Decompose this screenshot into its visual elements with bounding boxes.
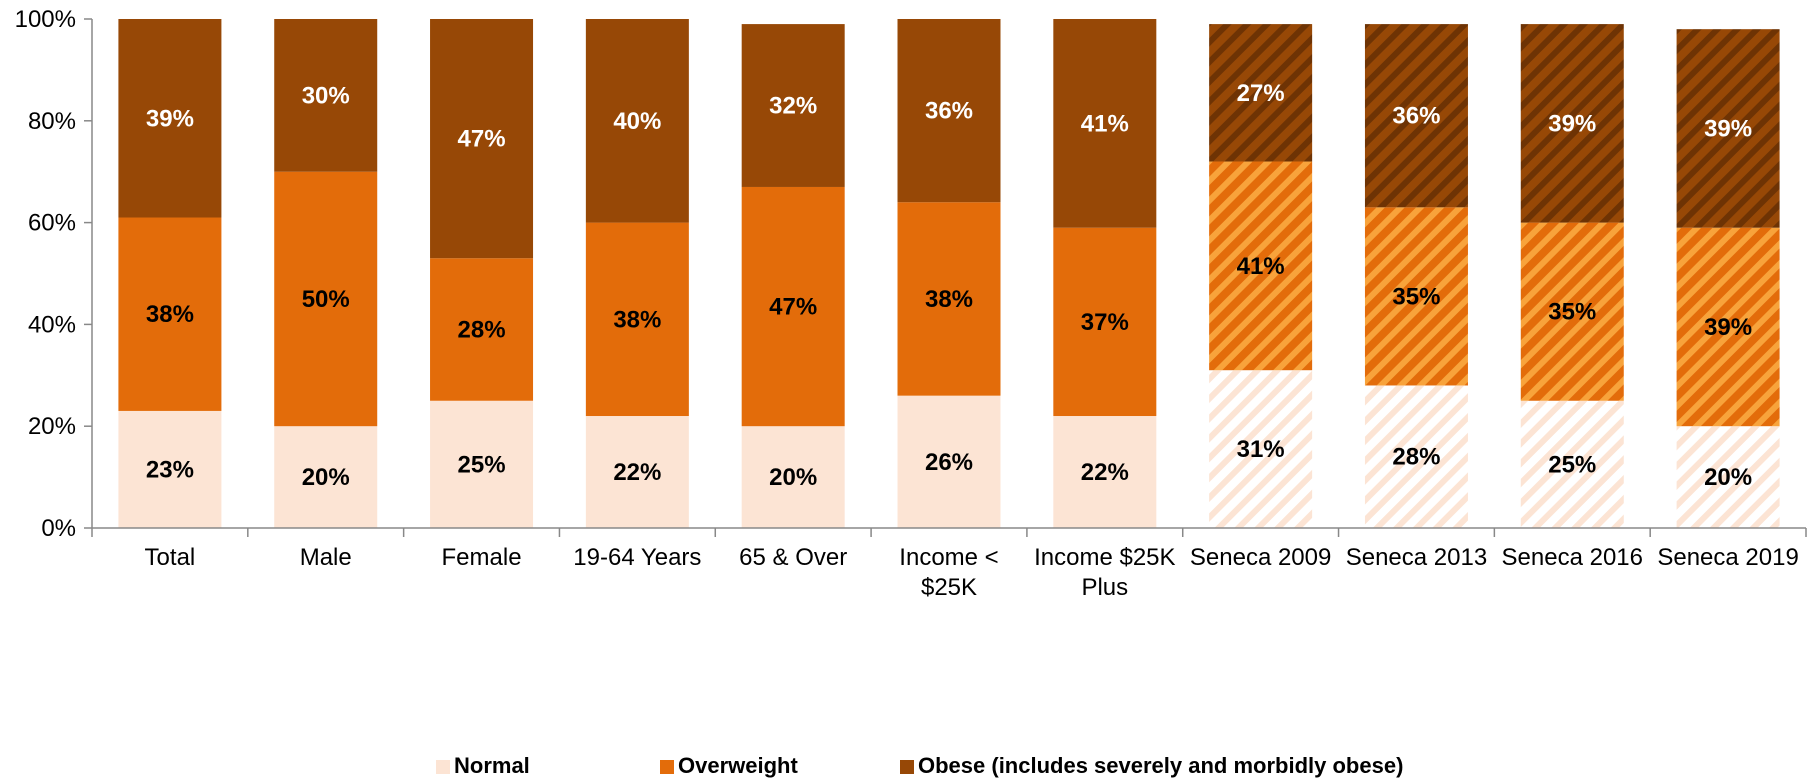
y-tick-label-0: 0% (41, 515, 76, 542)
y-tick-label-100: 100% (15, 6, 76, 33)
bar-overweight-income-25k-plus (1053, 227, 1157, 417)
bar-overweight-seneca-2016 (1520, 222, 1624, 401)
x-tick-label-seneca-2019: Seneca 2019 (1657, 544, 1798, 571)
axes: Total Male Female 19-64 Years 65 & Over Incom… (15, 6, 1807, 601)
bar-overweight-seneca-2013 (1364, 207, 1468, 386)
data-label-normal-income-25k-plus: 22% (1081, 459, 1129, 486)
bar-normal-seneca-2016 (1520, 400, 1624, 528)
bar-obese-income-25k-plus (1053, 19, 1157, 228)
bar-obese-total (118, 19, 222, 218)
legend-swatch-overweight (660, 760, 674, 774)
bar-overweight-seneca-2019 (1676, 227, 1780, 427)
legend: Normal Overweight Obese (includes severely… (436, 753, 1403, 778)
bar-overweight-seneca-2009 (1209, 161, 1313, 371)
y-tick-label-40: 40% (28, 311, 76, 338)
legend-label-obese: Obese (includes severely and morbidly ob… (918, 753, 1403, 778)
bar-normal-19-64-years (585, 416, 689, 528)
bar-obese-female (430, 19, 534, 259)
x-tick-label-total: Total (145, 544, 196, 571)
bar-normal-seneca-2019 (1676, 426, 1780, 528)
legend-label-overweight: Overweight (678, 753, 798, 778)
data-label-obese-65-over: 32% (769, 93, 817, 120)
y-tick-label-60: 60% (28, 210, 76, 237)
data-label-normal-male: 20% (302, 464, 350, 491)
x-tick-label-female: Female (442, 544, 522, 571)
bar-normal-seneca-2009 (1209, 370, 1313, 528)
data-label-overweight-total: 38% (146, 301, 194, 328)
x-tick-label-income-25k-plus: Income $25K Plus (1034, 544, 1175, 601)
bar-obese-seneca-2013 (1364, 24, 1468, 208)
bar-overweight-male (274, 171, 378, 427)
x-tick-label-19-64-years: 19-64 Years (573, 544, 701, 571)
bar-obese-seneca-2019 (1676, 29, 1780, 228)
bar-obese-income-25k (897, 19, 1001, 203)
bar-obese-seneca-2016 (1520, 24, 1624, 223)
data-label-normal-19-64-years: 22% (613, 459, 661, 486)
x-tick-label-income-25k: Income < $25K (899, 544, 998, 601)
bar-overweight-19-64-years (585, 222, 689, 417)
bar-overweight-total (118, 217, 222, 411)
bar-normal-male (274, 426, 378, 528)
data-label-overweight-19-64-years: 38% (613, 306, 661, 333)
x-tick-label-seneca-2009: Seneca 2009 (1190, 544, 1331, 571)
data-label-normal-seneca-2013: 28% (1392, 444, 1440, 471)
data-label-normal-seneca-2019: 20% (1704, 464, 1752, 491)
bar-normal-65-over (741, 426, 845, 528)
data-label-overweight-seneca-2013: 35% (1392, 283, 1440, 310)
data-label-obese-male: 30% (302, 82, 350, 109)
data-label-overweight-income-25k-plus: 37% (1081, 309, 1129, 336)
bar-obese-male (274, 19, 378, 172)
data-label-normal-total: 23% (146, 456, 194, 483)
data-label-obese-income-25k-plus: 41% (1081, 110, 1129, 137)
legend-label-normal: Normal (454, 753, 530, 778)
data-label-obese-total: 39% (146, 105, 194, 132)
data-label-obese-19-64-years: 40% (613, 108, 661, 135)
bar-obese-19-64-years (585, 19, 689, 223)
data-label-normal-female: 25% (458, 451, 506, 478)
plot-area: 23% 38% 39% 20% 50% 30% 25% 28% 47% 22% 38% 40% 20% 4… (118, 19, 1780, 528)
x-tick-label-65-over: 65 & Over (739, 544, 847, 571)
data-label-obese-female: 47% (458, 126, 506, 153)
data-label-normal-income-25k: 26% (925, 449, 973, 476)
data-label-obese-seneca-2019: 39% (1704, 115, 1752, 142)
bar-obese-seneca-2009 (1209, 24, 1313, 162)
data-label-normal-seneca-2016: 25% (1548, 451, 1596, 478)
data-label-obese-seneca-2013: 36% (1392, 103, 1440, 130)
data-label-overweight-income-25k: 38% (925, 286, 973, 313)
data-label-overweight-female: 28% (458, 316, 506, 343)
data-label-obese-income-25k: 36% (925, 98, 973, 125)
y-tick-label-20: 20% (28, 413, 76, 440)
data-label-overweight-65-over: 47% (769, 294, 817, 321)
bar-normal-total (118, 410, 222, 528)
data-label-normal-65-over: 20% (769, 464, 817, 491)
bar-normal-female (430, 400, 534, 528)
bar-normal-income-25k-plus (1053, 416, 1157, 528)
bar-normal-seneca-2013 (1364, 385, 1468, 528)
bar-overweight-female (430, 258, 534, 401)
legend-item-normal: Normal (436, 753, 530, 778)
data-label-overweight-seneca-2016: 35% (1548, 299, 1596, 326)
x-tick-label-male: Male (300, 544, 352, 571)
bar-normal-income-25k (897, 395, 1001, 528)
legend-item-obese: Obese (includes severely and morbidly ob… (900, 753, 1403, 778)
bar-obese-65-over (741, 24, 845, 187)
bar-overweight-income-25k (897, 202, 1001, 396)
data-label-overweight-seneca-2009: 41% (1237, 253, 1285, 280)
legend-swatch-obese (900, 760, 914, 774)
data-label-normal-seneca-2009: 31% (1237, 436, 1285, 463)
x-tick-label-seneca-2016: Seneca 2016 (1502, 544, 1643, 571)
data-label-obese-seneca-2016: 39% (1548, 110, 1596, 137)
data-label-overweight-seneca-2019: 39% (1704, 314, 1752, 341)
x-tick-label-seneca-2013: Seneca 2013 (1346, 544, 1487, 571)
bar-overweight-65-over (741, 186, 845, 427)
legend-swatch-normal (436, 760, 450, 774)
data-label-overweight-male: 50% (302, 286, 350, 313)
data-label-obese-seneca-2009: 27% (1237, 80, 1285, 107)
legend-item-overweight: Overweight (660, 753, 798, 778)
y-tick-label-80: 80% (28, 108, 76, 135)
